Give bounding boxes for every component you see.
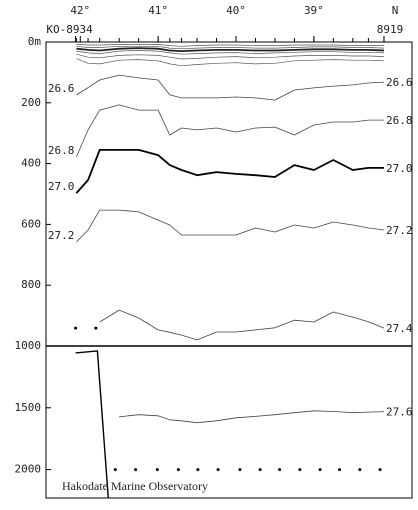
plot-frame [45, 41, 413, 499]
contour-label: 27.0 [386, 162, 413, 175]
contour-label: 26.6 [48, 82, 75, 95]
contour-line [76, 58, 385, 67]
contour-line [76, 53, 385, 60]
y-tick-label: 800 [21, 278, 41, 291]
contour-line [76, 104, 384, 158]
contour-label: 26.8 [48, 144, 75, 157]
contour-label: 27.2 [386, 224, 413, 237]
contour-line [76, 44, 384, 47]
sample-point [278, 468, 282, 472]
y-tick-label: 1000 [15, 339, 42, 352]
sample-point [378, 468, 382, 472]
sample-point [358, 468, 362, 472]
sample-point [94, 326, 98, 330]
station-label: 8919 [377, 23, 404, 36]
y-tick-label: 0m [28, 35, 42, 48]
sample-point [113, 468, 117, 472]
y-tick-label: 1500 [15, 401, 42, 414]
contour-line [76, 209, 385, 243]
contour-line [119, 410, 385, 424]
sample-point [155, 468, 159, 472]
contour-line [75, 148, 384, 194]
sample-point [176, 468, 180, 472]
sample-point [196, 468, 200, 472]
sample-point [338, 468, 342, 472]
sample-point [216, 468, 220, 472]
x-tick-label: 40° [226, 4, 246, 17]
y-tick-label: 400 [21, 157, 41, 170]
contour-label: 27.6 [386, 406, 413, 419]
sample-point [318, 468, 322, 472]
x-tick-label: 42° [70, 4, 90, 17]
sample-point [134, 468, 138, 472]
x-direction-label: N [392, 4, 399, 17]
y-tick-label: 600 [21, 217, 41, 230]
sample-point [258, 468, 262, 472]
contour-label: 27.0 [48, 180, 75, 193]
contour-label: 26.6 [386, 76, 413, 89]
sample-point [298, 468, 302, 472]
sample-point [74, 326, 78, 330]
station-label: KO-8934 [46, 23, 93, 36]
x-tick-label: 39° [304, 4, 324, 17]
contour-line [75, 350, 109, 499]
contour-label: 27.4 [386, 322, 413, 335]
credit: Hakodate Marine Observatory [62, 479, 208, 493]
contour-label: 27.2 [48, 229, 75, 242]
contour-line [76, 47, 385, 52]
contour-label: 26.8 [386, 114, 413, 127]
contour-line [76, 74, 385, 101]
sample-point [238, 468, 242, 472]
y-tick-label: 2000 [15, 463, 42, 476]
contour-line [76, 45, 385, 50]
contour-line [99, 309, 385, 341]
x-tick-label: 41° [148, 4, 168, 17]
contour-line [76, 50, 385, 55]
y-tick-label: 200 [21, 96, 41, 109]
